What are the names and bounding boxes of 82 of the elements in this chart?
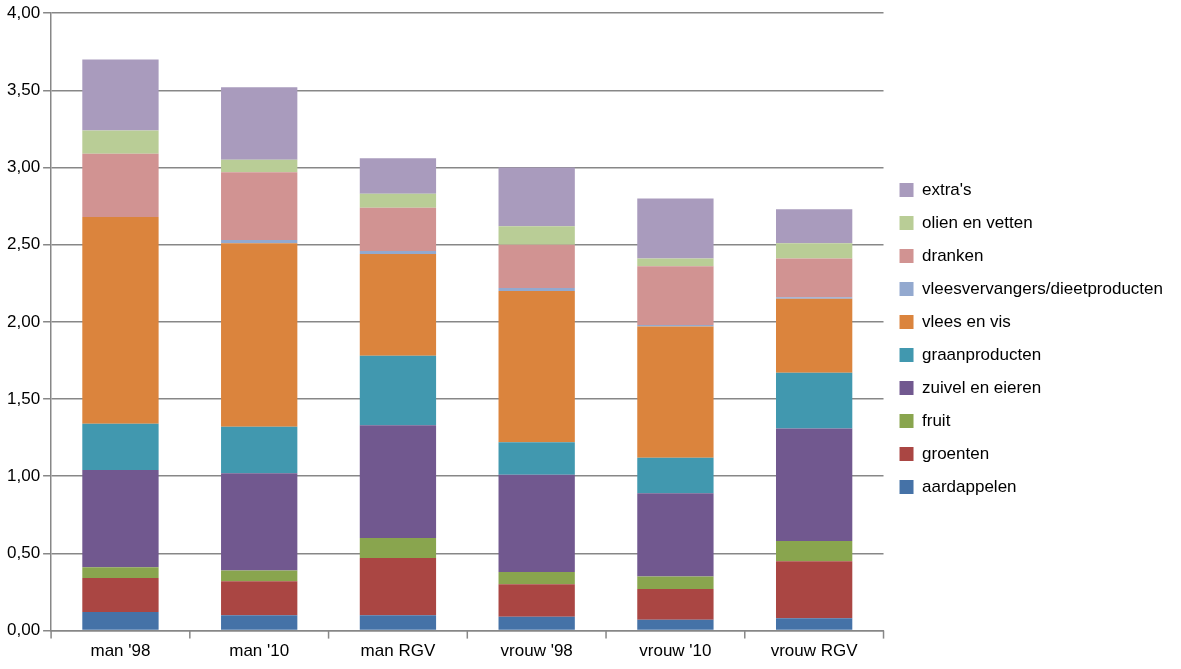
legend-label: extra's <box>922 179 972 199</box>
x-tick-label: vrouw '10 <box>639 641 712 661</box>
legend-label: zuivel en eieren <box>922 377 1042 397</box>
bar <box>359 253 437 356</box>
bar <box>221 473 298 571</box>
bar <box>359 615 437 630</box>
bar <box>221 615 298 630</box>
bar <box>221 240 298 244</box>
bar <box>359 558 437 616</box>
bar <box>359 537 437 559</box>
bar <box>221 172 298 241</box>
bar <box>498 571 575 585</box>
bar <box>359 158 437 194</box>
bar <box>498 287 575 292</box>
bar <box>359 193 437 208</box>
y-tick-label: 2,50 <box>6 234 41 254</box>
bar <box>221 87 298 160</box>
bar <box>498 167 575 227</box>
legend-label: graanproducten <box>922 344 1042 364</box>
x-tick-label: man '98 <box>90 641 151 661</box>
legend-label: dranken <box>922 245 984 265</box>
bar <box>776 372 853 429</box>
x-tick-label: man RGV <box>360 641 436 661</box>
bar <box>221 426 298 474</box>
bar <box>498 584 575 617</box>
bar <box>776 243 853 259</box>
bar <box>498 442 575 475</box>
bar <box>637 266 714 325</box>
bar <box>221 243 298 427</box>
legend-label: vlees en vis <box>922 311 1011 331</box>
bar <box>637 457 714 494</box>
bar <box>637 258 714 267</box>
bar <box>498 291 575 443</box>
legend-label: groenten <box>922 443 990 463</box>
bar <box>637 493 714 577</box>
legend-label: aardappelen <box>922 476 1017 496</box>
y-tick-label: 3,00 <box>6 157 41 177</box>
y-tick-label: 2,00 <box>6 311 41 331</box>
y-tick-label: 4,00 <box>6 2 41 22</box>
bar <box>776 618 853 630</box>
bar <box>637 576 714 589</box>
bar <box>498 616 575 630</box>
legend-label: fruit <box>922 410 951 430</box>
bar <box>359 355 437 426</box>
bar <box>498 226 575 245</box>
bar <box>637 619 714 630</box>
bar <box>498 244 575 288</box>
bar <box>82 130 159 154</box>
legend-label: vleesvervangers/dieetproducten <box>922 278 1163 298</box>
bar <box>221 159 298 173</box>
bar <box>776 541 853 562</box>
bar <box>359 425 437 538</box>
x-tick-label: vrouw RGV <box>770 641 859 661</box>
bar <box>221 570 298 582</box>
y-tick-label: 1,50 <box>6 388 41 408</box>
legend-label: olien en vetten <box>922 212 1033 232</box>
bar <box>776 428 853 542</box>
bar <box>637 326 714 458</box>
y-tick-label: 1,00 <box>6 465 41 485</box>
y-tick-label: 0,50 <box>6 543 41 563</box>
bar <box>221 581 298 616</box>
bar <box>82 153 159 217</box>
bar <box>82 578 159 613</box>
y-tick-label: 3,50 <box>6 80 41 100</box>
x-tick-label: vrouw '98 <box>500 641 573 661</box>
bar <box>82 423 159 471</box>
bar <box>82 216 159 424</box>
bar <box>637 588 714 620</box>
bar <box>637 198 714 259</box>
bar <box>498 474 575 572</box>
bar <box>82 470 159 568</box>
bar <box>82 612 159 630</box>
bar <box>776 561 853 619</box>
y-tick-label: 0,00 <box>6 620 41 640</box>
bar <box>776 298 853 373</box>
x-tick-label: man '10 <box>229 641 290 661</box>
bar <box>776 209 853 244</box>
bar <box>359 207 437 251</box>
bar <box>776 258 853 298</box>
bar <box>82 59 159 131</box>
bar <box>82 567 159 579</box>
bar <box>359 250 437 254</box>
